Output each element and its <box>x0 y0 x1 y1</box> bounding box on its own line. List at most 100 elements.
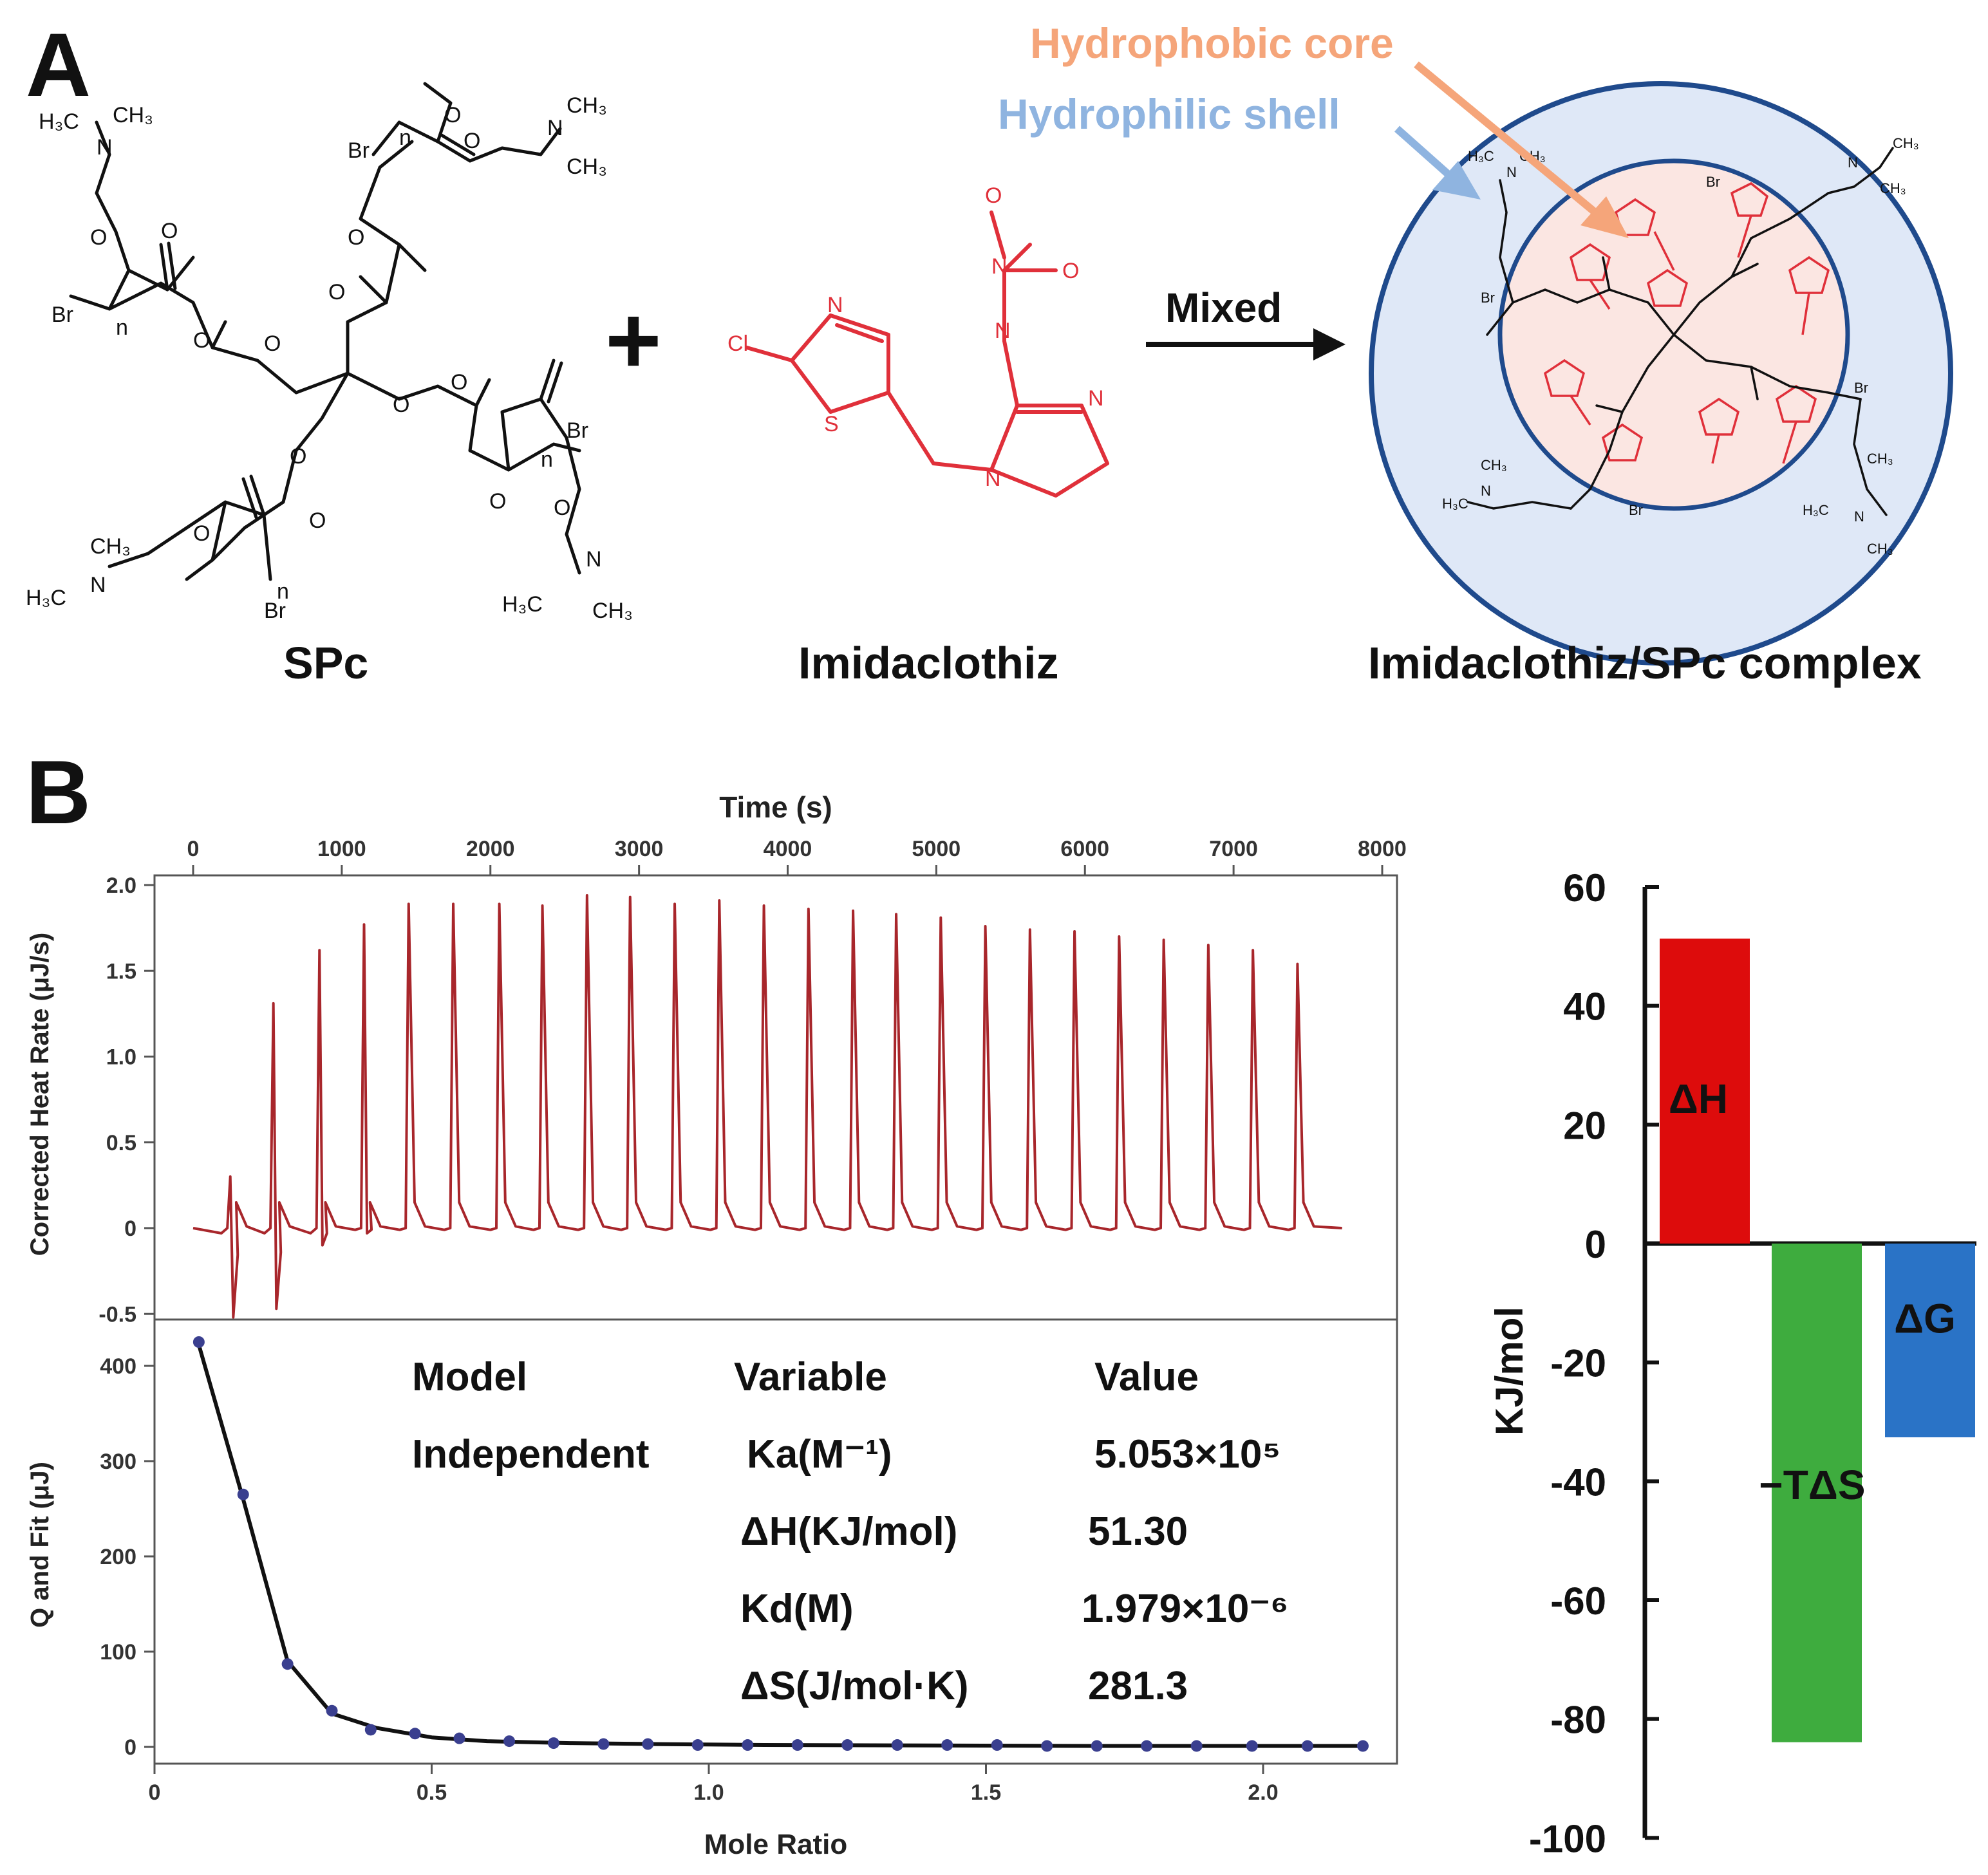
svg-text:O: O <box>444 103 461 127</box>
svg-text:H₃C: H₃C <box>502 592 543 617</box>
svg-text:n: n <box>541 447 553 472</box>
imidaclothiz-structure <box>745 210 1109 498</box>
svg-text:CH₃: CH₃ <box>567 154 607 179</box>
kj-mol-tick-label: 40 <box>1563 985 1606 1029</box>
svg-text:O: O <box>264 331 281 356</box>
svg-text:H₃C: H₃C <box>39 109 79 134</box>
data-point <box>941 1739 953 1751</box>
svg-text:Br: Br <box>1629 502 1643 518</box>
svg-text:N: N <box>90 573 106 597</box>
svg-text:H₃C: H₃C <box>1442 496 1468 512</box>
svg-text:Br: Br <box>264 599 286 623</box>
data-point <box>691 1739 704 1751</box>
svg-text:CH₃: CH₃ <box>90 534 131 559</box>
panel-b-letter: B <box>26 742 91 843</box>
fit-curve <box>196 1344 1363 1748</box>
time-tick-label: 0 <box>187 837 200 861</box>
svg-text:O: O <box>193 328 210 353</box>
svg-text:n: n <box>277 579 289 604</box>
svg-text:O: O <box>193 521 210 546</box>
complex-label: Imidaclothiz/SPc complex <box>1368 638 1922 688</box>
data-point <box>237 1488 249 1500</box>
svg-text:n: n <box>116 315 128 340</box>
itc-fit-frame <box>153 1318 1398 1765</box>
svg-text:N: N <box>1481 483 1491 499</box>
table-row-value: 51.30 <box>1088 1509 1188 1554</box>
svg-text:S: S <box>824 412 839 436</box>
svg-text:N: N <box>97 135 113 160</box>
data-point <box>991 1739 1003 1751</box>
svg-text:Cl: Cl <box>727 331 748 356</box>
q-fit-axis-label: Q and Fit (μJ) <box>26 1462 54 1628</box>
table-row-variable: Kd(M) <box>740 1587 854 1631</box>
table-header-value: Value <box>1094 1355 1199 1399</box>
q-fit-tick-label: 100 <box>100 1640 136 1665</box>
data-point <box>364 1724 377 1736</box>
svg-text:O: O <box>290 444 306 469</box>
plus-sign: + <box>605 286 662 394</box>
table-row-value: 5.053×10⁵ <box>1094 1432 1280 1477</box>
spc-label: SPc <box>283 638 369 688</box>
data-point <box>1246 1740 1258 1752</box>
svg-text:Br: Br <box>1854 380 1868 396</box>
heat-rate-tick-label: 0.5 <box>106 1131 136 1155</box>
spc-structure <box>69 82 581 581</box>
q-fit-tick-label: 400 <box>100 1354 136 1379</box>
data-point <box>841 1739 854 1751</box>
svg-text:H₃C: H₃C <box>26 586 66 610</box>
svg-text:CH₃: CH₃ <box>567 93 607 118</box>
table-model-value: Independent <box>412 1432 650 1477</box>
svg-text:CH₃: CH₃ <box>1481 457 1507 473</box>
thermo-bar <box>1772 1244 1862 1742</box>
kj-mol-tick-label: -20 <box>1550 1342 1606 1385</box>
data-point <box>409 1728 421 1740</box>
q-fit-tick-label: 200 <box>100 1545 136 1569</box>
heat-rate-axis-label: Corrected Heat Rate (μJ/s) <box>26 933 54 1256</box>
svg-text:Br: Br <box>1706 174 1720 190</box>
imidaclothiz-atom-labels: Cl N S N N N N O O <box>727 183 1104 491</box>
svg-text:CH₃: CH₃ <box>1867 451 1893 467</box>
heat-rate-tick-label: 1.5 <box>106 959 136 984</box>
svg-text:O: O <box>393 393 409 417</box>
data-point <box>281 1658 294 1670</box>
kj-mol-axis-label: KJ/mol <box>1488 1307 1531 1435</box>
mole-ratio-axis-label: Mole Ratio <box>704 1829 847 1860</box>
svg-text:N: N <box>586 547 602 572</box>
thermo-bar <box>1885 1244 1975 1438</box>
time-tick-label: 1000 <box>317 837 366 861</box>
svg-text:N: N <box>1854 508 1864 525</box>
svg-text:O: O <box>328 280 345 304</box>
time-tick-label: 8000 <box>1358 837 1407 861</box>
hydrophilic-shell-label: Hydrophilic shell <box>998 90 1340 138</box>
svg-text:O: O <box>985 183 1002 208</box>
mole-ratio-tick-label: 2.0 <box>1248 1780 1278 1805</box>
svg-text:O: O <box>464 129 480 153</box>
time-tick-label: 4000 <box>764 837 812 861</box>
table-row-variable: ΔH(KJ/mol) <box>740 1509 957 1554</box>
svg-text:Br: Br <box>1481 290 1495 306</box>
svg-text:H₃C: H₃C <box>1468 148 1494 164</box>
svg-text:N: N <box>1848 154 1858 171</box>
core-pointer-arrow <box>1414 61 1629 238</box>
data-point <box>742 1739 754 1751</box>
time-tick-label: 7000 <box>1209 837 1258 861</box>
table-row-variable: Ka(M⁻¹) <box>747 1432 892 1477</box>
time-tick-label: 5000 <box>912 837 961 861</box>
table-row-value: 1.979×10⁻⁶ <box>1082 1587 1289 1631</box>
svg-text:N: N <box>995 319 1011 343</box>
data-point <box>1091 1740 1103 1752</box>
data-point <box>791 1739 803 1751</box>
data-point <box>326 1704 338 1717</box>
panel-a-letter: A <box>26 14 91 115</box>
kj-mol-tick-label: -100 <box>1529 1817 1606 1860</box>
heat-rate-tick-label: -0.5 <box>98 1302 136 1327</box>
svg-text:O: O <box>348 225 364 250</box>
table-row-variable: ΔS(J/mol·K) <box>740 1664 969 1708</box>
kj-mol-tick-label: 0 <box>1585 1223 1606 1266</box>
hydrophobic-core-label: Hydrophobic core <box>1030 19 1394 67</box>
thermo-bar-label: −TΔS <box>1759 1462 1865 1508</box>
svg-text:H₃C: H₃C <box>1803 502 1829 518</box>
time-tick-label: 6000 <box>1060 837 1109 861</box>
